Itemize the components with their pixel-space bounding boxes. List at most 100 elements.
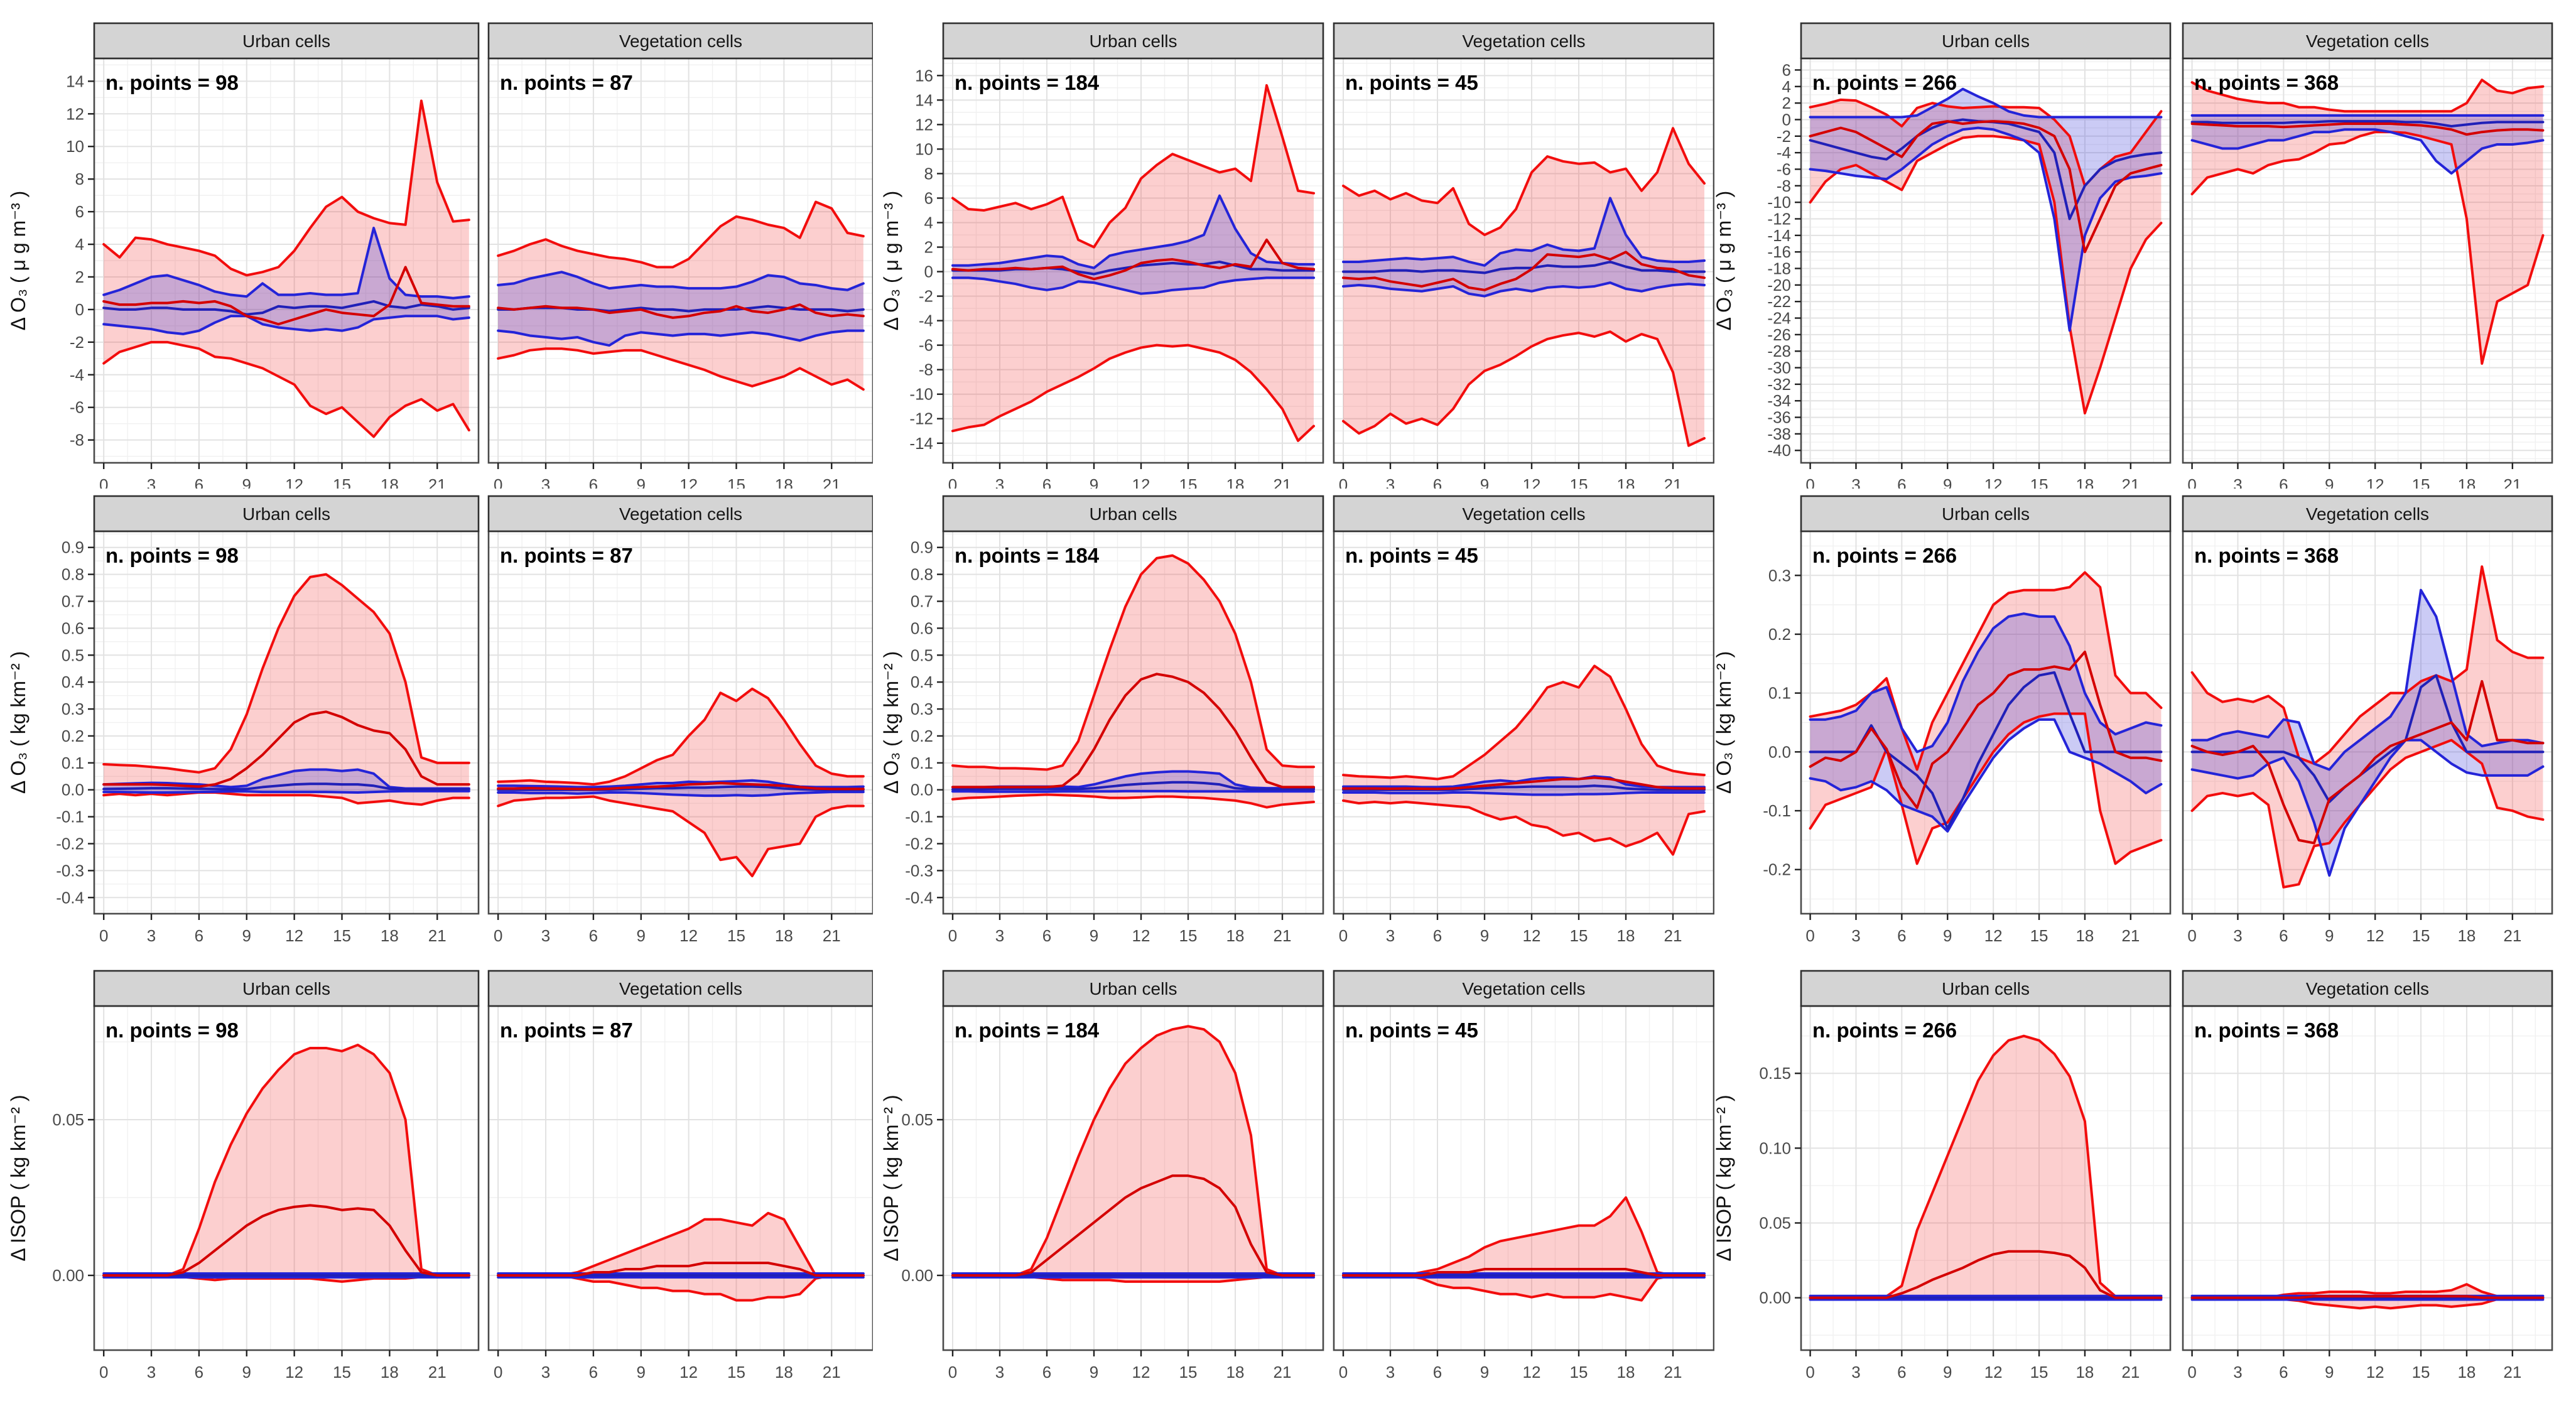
facet-strip-title: Vegetation cells (619, 31, 742, 51)
y-tick-label: 0.0 (62, 781, 84, 799)
x-tick-label: 6 (1433, 926, 1442, 945)
y-tick-label: 0.4 (911, 673, 933, 691)
red-lower-line (1342, 330, 1706, 447)
x-tick-label: 9 (1480, 475, 1489, 489)
x-tick-label: 0 (99, 926, 108, 945)
y-tick-label: -0.2 (905, 834, 933, 853)
n-points-annotation: n. points = 184 (955, 1019, 1100, 1042)
red-median-line (951, 1174, 1315, 1277)
x-tick-label: 0 (494, 475, 502, 489)
facet-strip (93, 495, 480, 533)
facet-strip (1333, 970, 1714, 1007)
y-axis-title: Δ O₃ ( kg km⁻² ) (1714, 651, 1735, 794)
x-tick-label: 0 (99, 1363, 108, 1382)
y-tick-label: 0.3 (62, 700, 84, 718)
y-tick-label: -4 (70, 365, 84, 384)
y-tick-label: -28 (1767, 342, 1791, 360)
n-points-annotation: n. points = 368 (2194, 544, 2339, 567)
red-lower-line (1809, 712, 2163, 865)
facet-strip-title: Vegetation cells (1462, 31, 1585, 51)
x-tick-label: 21 (1274, 1363, 1292, 1382)
x-tick-label: 12 (2366, 926, 2384, 945)
x-tick-label: 15 (2030, 475, 2048, 489)
x-tick-label: 3 (541, 926, 550, 945)
red-ribbon (104, 574, 469, 805)
figure-row3-col1: Urban cells n. points = 98 0 3 6 9 12 15 18 21 0.0… (0, 955, 873, 1401)
y-tick-label: 0.00 (1759, 1289, 1791, 1307)
blue-median-line (951, 781, 1315, 791)
red-lower-line (102, 340, 470, 438)
figure-row2-col1: Urban cells n. points = 98 0 3 6 9 12 15 18 21 0.9… (0, 489, 873, 955)
x-tick-label: 3 (2233, 475, 2242, 489)
x-tick-label: 18 (381, 1363, 399, 1382)
red-median-line (1342, 1268, 1706, 1277)
red-upper-line (497, 687, 865, 786)
x-tick-label: 21 (2503, 475, 2521, 489)
x-tick-label: 9 (1943, 926, 1952, 945)
facet-strip (2182, 22, 2553, 60)
y-axis-title: Δ O₃ ( kg km⁻² ) (7, 651, 30, 794)
x-tick-label: 12 (1523, 475, 1541, 489)
facet-strip-title: Urban cells (1089, 31, 1177, 51)
y-tick-label: -0.3 (56, 861, 84, 880)
x-tick-label: 9 (1943, 475, 1952, 489)
x-tick-label: 6 (2279, 475, 2288, 489)
y-tick-label: -2 (1777, 127, 1791, 146)
x-tick-label: 9 (242, 475, 251, 489)
y-tick-label: -18 (1767, 259, 1791, 278)
x-tick-label: 18 (775, 1363, 793, 1382)
y-tick-label: 0.00 (52, 1266, 84, 1285)
panel-background (1334, 1006, 1714, 1350)
y-tick-label: 6 (1782, 60, 1791, 79)
x-tick-label: 15 (333, 475, 351, 489)
facet-strip-title: Urban cells (242, 31, 330, 51)
red-ribbon (2192, 566, 2543, 887)
blue-lower-line (102, 789, 470, 794)
figure-row3-col2: Urban cells n. points = 184 0 3 6 9 12 15 18 21 0.… (873, 955, 1714, 1401)
x-tick-label: 12 (1984, 1363, 2003, 1382)
n-points-annotation: n. points = 87 (500, 71, 633, 94)
x-tick-label: 6 (195, 1363, 203, 1382)
facet-strip (942, 495, 1324, 533)
red-median-line (2190, 1295, 2545, 1299)
red-lower-line (102, 791, 470, 806)
y-tick-label: 6 (75, 202, 84, 221)
y-tick-label: 0.2 (62, 727, 84, 745)
x-tick-label: 9 (2325, 475, 2334, 489)
y-tick-label: 12 (66, 104, 84, 123)
figure-row1-col1: Urban cells n. points = 98 0 3 6 9 12 15 18 21 14 1… (0, 0, 873, 489)
n-points-annotation: n. points = 184 (955, 544, 1100, 567)
red-ribbon (953, 85, 1314, 441)
red-ribbon (953, 1026, 1314, 1282)
faceted-ribbon-chart: Urban cells n. points = 184 0 3 6 9 12 15 18 21 16… (880, 22, 1714, 489)
blue-lower-line (102, 315, 470, 335)
y-tick-label: 0.05 (1759, 1213, 1791, 1232)
red-lower-line (497, 795, 865, 877)
facet-strip (1333, 495, 1714, 533)
red-median-line (951, 673, 1315, 789)
red-median-line (1342, 776, 1706, 791)
x-tick-label: 6 (1897, 475, 1906, 489)
red-ribbon (104, 1044, 469, 1282)
x-tick-label: 9 (2325, 926, 2334, 945)
n-points-annotation: n. points = 184 (955, 71, 1100, 94)
x-tick-label: 12 (1132, 1363, 1150, 1382)
y-tick-label: -8 (70, 431, 84, 450)
x-tick-label: 21 (1664, 926, 1682, 945)
blue-ribbon (104, 228, 469, 334)
x-tick-label: 18 (2075, 926, 2094, 945)
y-tick-label: -10 (909, 385, 933, 404)
x-tick-label: 12 (1984, 926, 2003, 945)
x-tick-label: 21 (2503, 1363, 2521, 1382)
red-ribbon (1810, 99, 2162, 413)
y-axis-title: Δ O₃ ( kg km⁻² ) (880, 651, 902, 794)
red-median-line (102, 266, 470, 326)
x-tick-label: 9 (637, 926, 646, 945)
red-median-line (497, 303, 865, 319)
n-points-annotation: n. points = 266 (1812, 1019, 1957, 1042)
x-tick-label: 6 (195, 475, 203, 489)
x-tick-label: 21 (1274, 475, 1292, 489)
faceted-ribbon-chart: Urban cells n. points = 184 0 3 6 9 12 15 18 21 0.… (880, 495, 1714, 945)
